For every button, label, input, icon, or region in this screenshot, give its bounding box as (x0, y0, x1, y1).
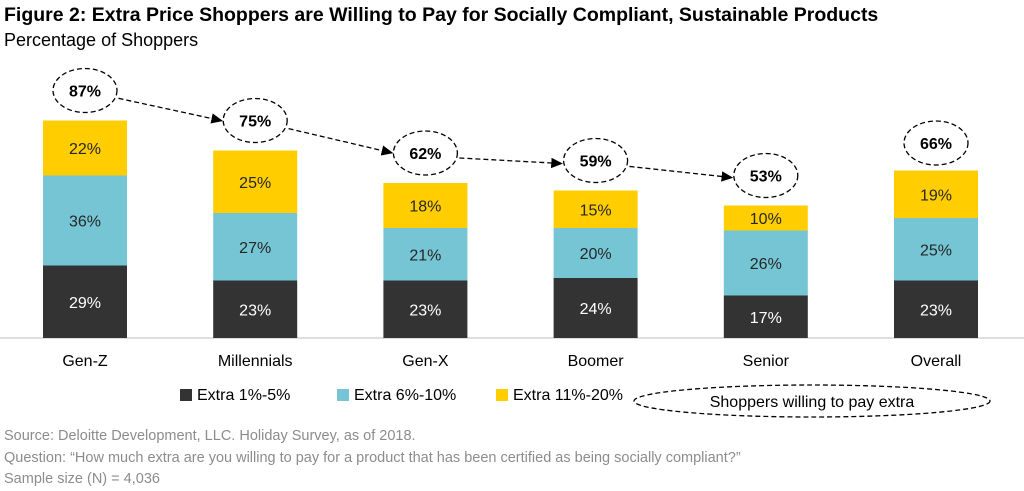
data-label-gen-x-extra-11-20: 18% (409, 199, 441, 216)
bar-senior-extra-1-5 (723, 295, 808, 338)
bar-gen-z-extra-11-20 (43, 120, 127, 176)
bar-gen-x-extra-1-5 (383, 280, 468, 338)
bar-boomer-extra-6-10 (553, 228, 638, 278)
legend-label-extra-6-10: Extra 6%-10% (354, 387, 456, 404)
total-label-boomer: 59% (580, 154, 612, 171)
x-tick-label-overall: Overall (911, 353, 962, 370)
data-label-millennials-extra-11-20: 25% (239, 175, 271, 192)
total-label-gen-z: 87% (69, 84, 101, 101)
data-label-boomer-extra-1-5: 24% (580, 301, 612, 318)
data-label-senior-extra-6-10: 26% (750, 256, 782, 273)
bar-gen-x-extra-11-20 (383, 183, 468, 228)
trend-arrow-boomer-to-senior (629, 165, 734, 182)
bar-overall-extra-6-10 (894, 218, 978, 281)
chart-title: Figure 2: Extra Price Shoppers are Willi… (4, 4, 879, 26)
legend-swatch-extra-6-10 (337, 389, 349, 401)
x-tick-label-millennials: Millennials (218, 353, 293, 370)
bar-millennials-extra-6-10 (213, 213, 298, 281)
data-label-boomer-extra-11-20: 15% (580, 202, 612, 219)
bar-millennials-extra-11-20 (213, 150, 298, 213)
bar-gen-z-extra-6-10 (43, 175, 127, 266)
data-label-senior-extra-11-20: 10% (750, 211, 782, 228)
data-label-overall-extra-6-10: 25% (920, 242, 952, 259)
legend-label-extra-11-20: Extra 11%-20% (513, 387, 623, 404)
legend-swatch-extra-1-5 (180, 389, 192, 401)
x-tick-label-boomer: Boomer (568, 353, 625, 370)
total-bubble-senior (733, 152, 799, 199)
data-label-gen-x-extra-1-5: 23% (409, 302, 441, 319)
trend-arrow-gen-z-to-millennials (118, 97, 223, 124)
data-label-millennials-extra-6-10: 27% (239, 240, 271, 257)
legend-label-total: Shoppers willing to pay extra (710, 394, 915, 411)
chart-subtitle: Percentage of Shoppers (4, 30, 199, 50)
total-label-senior: 53% (750, 169, 782, 186)
bar-boomer-extra-1-5 (553, 278, 638, 338)
data-label-gen-z-extra-6-10: 36% (69, 214, 101, 231)
total-label-overall: 66% (920, 136, 952, 153)
data-label-gen-z-extra-1-5: 29% (69, 295, 101, 312)
data-label-gen-x-extra-6-10: 21% (409, 247, 441, 264)
total-bubble-boomer (562, 137, 629, 184)
bar-senior-extra-11-20 (723, 205, 808, 231)
bar-boomer-extra-11-20 (553, 190, 638, 228)
total-bubble-gen-x (392, 130, 459, 176)
total-bubble-overall (903, 120, 969, 166)
legend-swatch-extra-11-20 (496, 389, 508, 401)
bar-millennials-extra-1-5 (213, 280, 298, 338)
sample-size-note: Sample size (N) = 4,036 (4, 471, 160, 487)
bar-overall-extra-11-20 (894, 170, 978, 218)
source-note: Source: Deloitte Development, LLC. Holid… (4, 428, 416, 444)
data-label-gen-z-extra-11-20: 22% (69, 141, 101, 158)
data-label-senior-extra-1-5: 17% (750, 310, 782, 327)
data-label-millennials-extra-1-5: 23% (239, 302, 271, 319)
trend-arrow-millennials-to-gen-x (288, 127, 394, 156)
total-label-gen-x: 62% (409, 146, 441, 163)
data-label-overall-extra-1-5: 23% (920, 302, 952, 319)
trend-arrow-gen-x-to-boomer (459, 157, 563, 169)
data-label-overall-extra-11-20: 19% (920, 187, 952, 204)
legend-total-bubble (633, 384, 991, 418)
bar-senior-extra-6-10 (723, 230, 808, 296)
legend-label-extra-1-5: Extra 1%-5% (197, 387, 290, 404)
data-label-boomer-extra-6-10: 20% (580, 246, 612, 263)
x-tick-label-gen-z: Gen-Z (62, 353, 108, 370)
total-label-millennials: 75% (239, 114, 271, 131)
bar-gen-x-extra-6-10 (383, 228, 468, 281)
total-bubble-gen-z (52, 67, 118, 114)
total-bubble-millennials (222, 97, 288, 144)
x-tick-label-senior: Senior (743, 353, 790, 370)
bar-gen-z-extra-1-5 (43, 265, 127, 338)
bar-overall-extra-1-5 (894, 280, 978, 338)
question-note: Question: “How much extra are you willin… (4, 450, 741, 466)
x-tick-label-gen-x: Gen-X (402, 353, 449, 370)
